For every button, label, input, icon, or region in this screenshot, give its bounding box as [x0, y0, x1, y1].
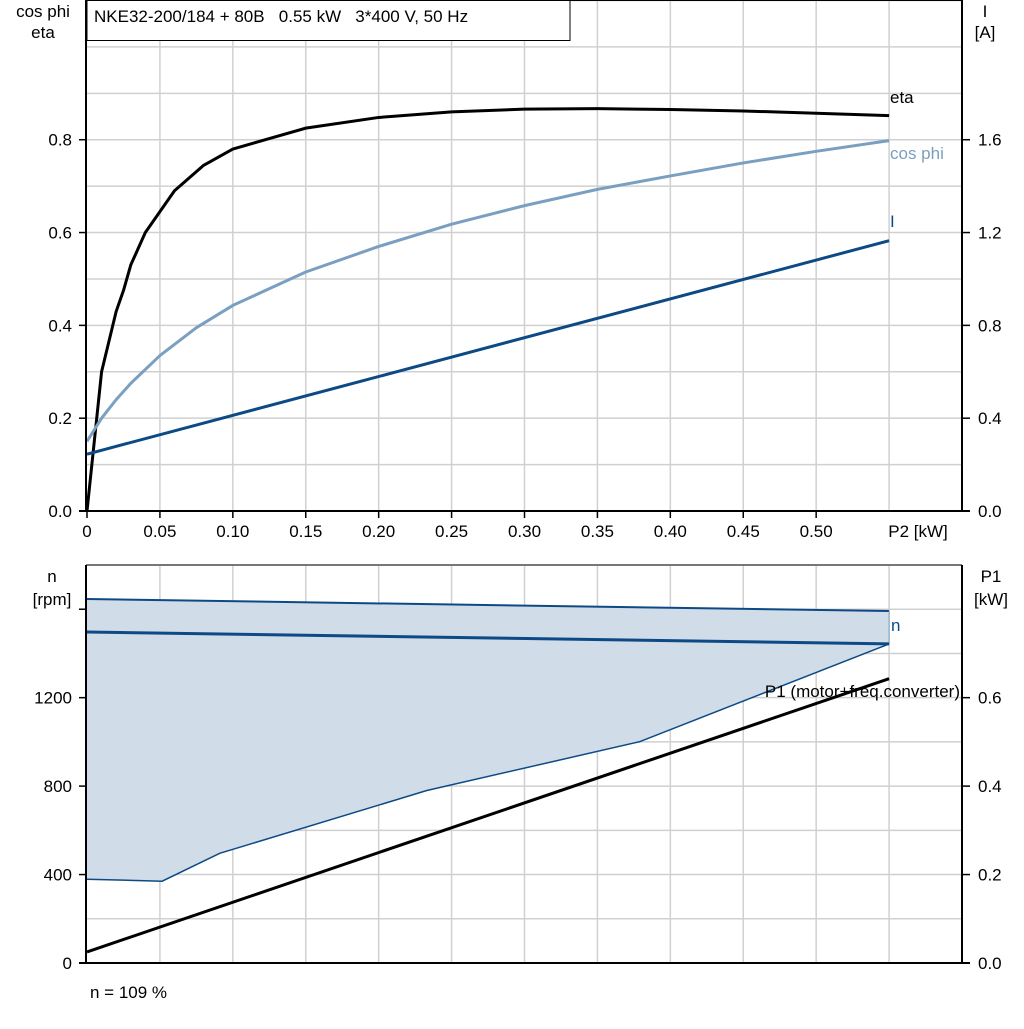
labels: 0 0.05 0.10 0.15 0.20 0.25 0.30 0.35 0.40 0.45 0.5…	[34, 131, 1001, 973]
bottom-left-axis-label-n: n	[47, 567, 56, 586]
speed-range-band	[86, 598, 890, 882]
y-right-tick-label: 0.4	[978, 409, 1002, 428]
bottom-y-right-tick-label: 0.6	[978, 689, 1002, 708]
y-right-tick-label: 0.8	[978, 316, 1002, 335]
footnote: n = 109 %	[90, 983, 167, 1002]
bottom-left-axis-label-rpm: [rpm]	[33, 590, 72, 609]
series-line-i	[86, 239, 890, 456]
top-series	[85, 107, 890, 512]
axes	[79, 0, 970, 964]
bottom-y-right-tick-label: 0.2	[978, 866, 1002, 885]
y-right-tick-label: 1.2	[978, 224, 1002, 243]
y-left-tick-label: 0.2	[48, 409, 72, 428]
series-line-cos-phi	[85, 139, 890, 443]
bottom-y-left-tick-label: 0	[63, 954, 72, 973]
y-right-tick-label: 0.0	[978, 502, 1002, 521]
x-tick-label: 0	[82, 522, 91, 541]
bottom-y-left-tick-label: 800	[44, 777, 72, 796]
bottom-y-right-tick-label: 0.0	[978, 954, 1002, 973]
legend-label-eta: eta	[890, 88, 914, 107]
x-tick-label: 0.30	[508, 522, 541, 541]
series-line-p1	[86, 677, 890, 954]
y-left-tick-label: 0.4	[48, 316, 72, 335]
x-tick-label: 0.50	[800, 522, 833, 541]
series-line-n	[86, 630, 890, 646]
legend-label-n: n	[891, 616, 900, 635]
legend-label-i: I	[890, 212, 895, 231]
left-axis-label-eta: eta	[31, 23, 55, 42]
x-tick-label: 0.10	[216, 522, 249, 541]
x-tick-label: 0.20	[362, 522, 395, 541]
max-speed-edge	[86, 598, 890, 612]
y-left-tick-label: 0.6	[48, 224, 72, 243]
chart-title: NKE32-200/184 + 80B 0.55 kW 3*400 V, 50 …	[94, 7, 468, 26]
bottom-right-axis-label-kw: [kW]	[974, 590, 1008, 609]
legend-label-cosphi: cos phi	[890, 144, 944, 163]
bottom-right-axis-label-p1: P1	[981, 567, 1002, 586]
left-axis-label-cosphi: cos phi	[16, 2, 70, 21]
series-line-eta	[85, 107, 890, 512]
bottom-y-left-tick-label: 1200	[34, 689, 72, 708]
x-tick-label: 0.35	[581, 522, 614, 541]
x-tick-label: 0.25	[435, 522, 468, 541]
x-axis-label: P2 [kW]	[888, 522, 948, 541]
x-tick-label: 0.15	[289, 522, 322, 541]
y-right-tick-label: 1.6	[978, 131, 1002, 150]
bottom-y-left-tick-label: 400	[44, 866, 72, 885]
x-tick-label: 0.40	[654, 522, 687, 541]
right-axis-label-i: I	[983, 2, 988, 21]
x-tick-label: 0.05	[143, 522, 176, 541]
x-tick-label: 0.45	[727, 522, 760, 541]
y-left-tick-label: 0.0	[48, 502, 72, 521]
right-axis-label-a: [A]	[975, 23, 996, 42]
title-box	[86, 0, 571, 41]
bottom-series	[86, 630, 890, 954]
min-speed-edge	[86, 643, 890, 882]
bottom-y-right-tick-label: 0.4	[978, 777, 1002, 796]
speed-range-area	[87, 599, 890, 882]
legend-label-p1: P1 (motor+freq.converter)	[765, 682, 960, 701]
y-left-tick-label: 0.8	[48, 131, 72, 150]
